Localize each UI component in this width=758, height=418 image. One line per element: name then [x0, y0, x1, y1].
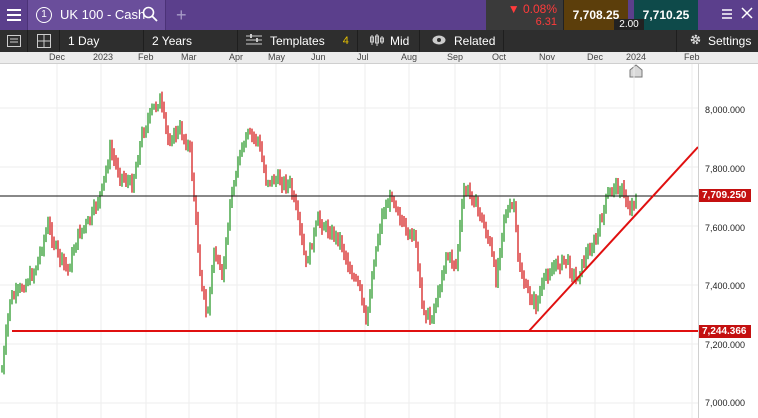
current-price-tag: 7,709.250: [699, 189, 751, 202]
templates-button[interactable]: Templates 4: [238, 30, 358, 52]
spread-value: 2.00: [614, 19, 644, 31]
instrument-tab[interactable]: 1 UK 100 - Cash: [28, 0, 166, 30]
price-tick: 7,400.000: [705, 281, 746, 291]
layout-grid-icon[interactable]: [28, 30, 60, 52]
candles-icon: [370, 33, 384, 49]
month-label: Jun: [311, 52, 326, 62]
month-label: Mar: [181, 52, 197, 62]
support-price-tag: 7,244.366: [699, 325, 751, 338]
price-change-box: ▼ 0.08% 6.31: [486, 0, 564, 30]
change-absolute: 6.31: [535, 16, 557, 28]
month-label: Sep: [447, 52, 464, 62]
price-axis: 8,000.000 7,800.000 7,600.000 7,400.000 …: [698, 64, 758, 418]
month-label: 2024: [626, 52, 647, 62]
month-label: Dec: [587, 52, 604, 62]
templates-label: Templates: [270, 34, 325, 48]
eye-icon: [432, 34, 446, 48]
month-label: 2023: [93, 52, 114, 62]
related-label: Related: [454, 34, 496, 48]
price-chart[interactable]: [0, 64, 698, 418]
tab-number: 1: [36, 7, 52, 23]
month-label: Feb: [138, 52, 154, 62]
related-button[interactable]: Related: [420, 30, 504, 52]
gear-icon: [689, 33, 702, 49]
range-select[interactable]: 2 Years: [144, 30, 238, 52]
month-label: Apr: [229, 52, 244, 62]
price-tick: 8,000.000: [705, 105, 746, 115]
settings-button[interactable]: Settings: [676, 30, 758, 52]
month-label: Feb: [684, 52, 700, 62]
top-bar: 1 UK 100 - Cash + ▼ 0.08% 6.31 7,708.25 …: [0, 0, 758, 31]
templates-icon: [246, 33, 262, 49]
price-type-label: Mid: [390, 34, 410, 48]
month-label: Nov: [539, 52, 556, 62]
price-tick: 7,000.000: [705, 398, 746, 408]
window-controls: [716, 0, 758, 30]
minimize-icon[interactable]: [720, 6, 734, 23]
month-label: Jul: [357, 52, 369, 62]
month-label: Dec: [49, 52, 66, 62]
month-label: Aug: [401, 52, 418, 62]
settings-label: Settings: [708, 34, 752, 48]
templates-count-badge: 4: [342, 35, 349, 47]
change-percent: ▼ 0.08%: [507, 2, 557, 16]
price-tick: 7,600.000: [705, 223, 746, 233]
rising-trendline[interactable]: [528, 146, 698, 332]
hamburger-menu-icon[interactable]: [0, 0, 28, 30]
search-icon[interactable]: [142, 6, 158, 27]
buy-price-button[interactable]: 7,710.25: [634, 0, 698, 30]
time-axis: Dec 2023 Feb Mar Apr May Jun Jul Aug Sep…: [0, 52, 758, 64]
price-tick: 7,200.000: [705, 340, 746, 350]
chart-grid: [0, 64, 698, 418]
month-label: May: [268, 52, 286, 62]
price-type-button[interactable]: Mid: [358, 30, 420, 52]
candlestick-series: [1, 91, 637, 375]
collapse-icon[interactable]: [740, 6, 754, 23]
month-label: Oct: [492, 52, 507, 62]
price-tick: 7,800.000: [705, 164, 746, 174]
timeframe-select[interactable]: 1 Day: [60, 30, 144, 52]
instrument-title: UK 100 - Cash: [60, 7, 146, 22]
home-marker-icon[interactable]: [629, 64, 643, 78]
chart-toolbar: 1 Day 2 Years Templates 4 Mid Related Se…: [0, 30, 758, 52]
add-tab-icon[interactable]: +: [176, 5, 187, 25]
menu-list-icon[interactable]: [0, 30, 28, 52]
